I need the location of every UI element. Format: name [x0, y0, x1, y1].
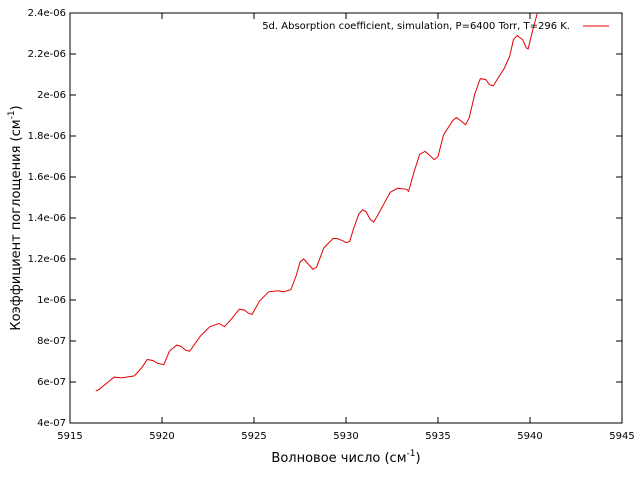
y-tick-label: 4e-07: [37, 418, 66, 429]
y-tick-label: 1.6e-06: [28, 172, 66, 183]
plot-frame: [69, 12, 623, 424]
x-tick-label: 5945: [609, 431, 634, 442]
y-tick-label: 2.4e-06: [28, 8, 66, 19]
y-tick-label: 8e-07: [37, 336, 66, 347]
y-tick-label: 2e-06: [37, 90, 66, 101]
x-tick-label: 5935: [425, 431, 450, 442]
x-tick-label: 5920: [149, 431, 174, 442]
x-axis-label: Волновое число (см-1): [271, 449, 420, 466]
x-axis-label-text: Волновое число (см: [271, 451, 406, 466]
y-tick-label: 1.8e-06: [28, 131, 66, 142]
x-tick-label: 5915: [57, 431, 82, 442]
y-axis-label-text: Коэффициент поглощения (см: [9, 119, 24, 330]
x-tick-label: 5930: [333, 431, 358, 442]
data-line: [95, 13, 538, 392]
y-tick-label: 6e-07: [37, 377, 66, 388]
y-tick-label: 1e-06: [37, 295, 66, 306]
y-axis-label-text: ): [9, 105, 24, 110]
y-tick-label: 2.2e-06: [28, 49, 66, 60]
y-axis-label: Коэффициент поглощения (см-1): [7, 105, 24, 330]
x-tick-label: 5925: [241, 431, 266, 442]
x-tick-label: 5940: [517, 431, 542, 442]
legend-label: 5d. Absorption coefficient, simulation, …: [262, 21, 570, 32]
x-axis-label-sup: -1: [407, 449, 416, 459]
y-axis-label-sup: -1: [7, 110, 17, 119]
y-tick-label: 1.2e-06: [28, 254, 66, 265]
x-axis-label-text: ): [415, 451, 420, 466]
y-tick-label: 1.4e-06: [28, 213, 66, 224]
